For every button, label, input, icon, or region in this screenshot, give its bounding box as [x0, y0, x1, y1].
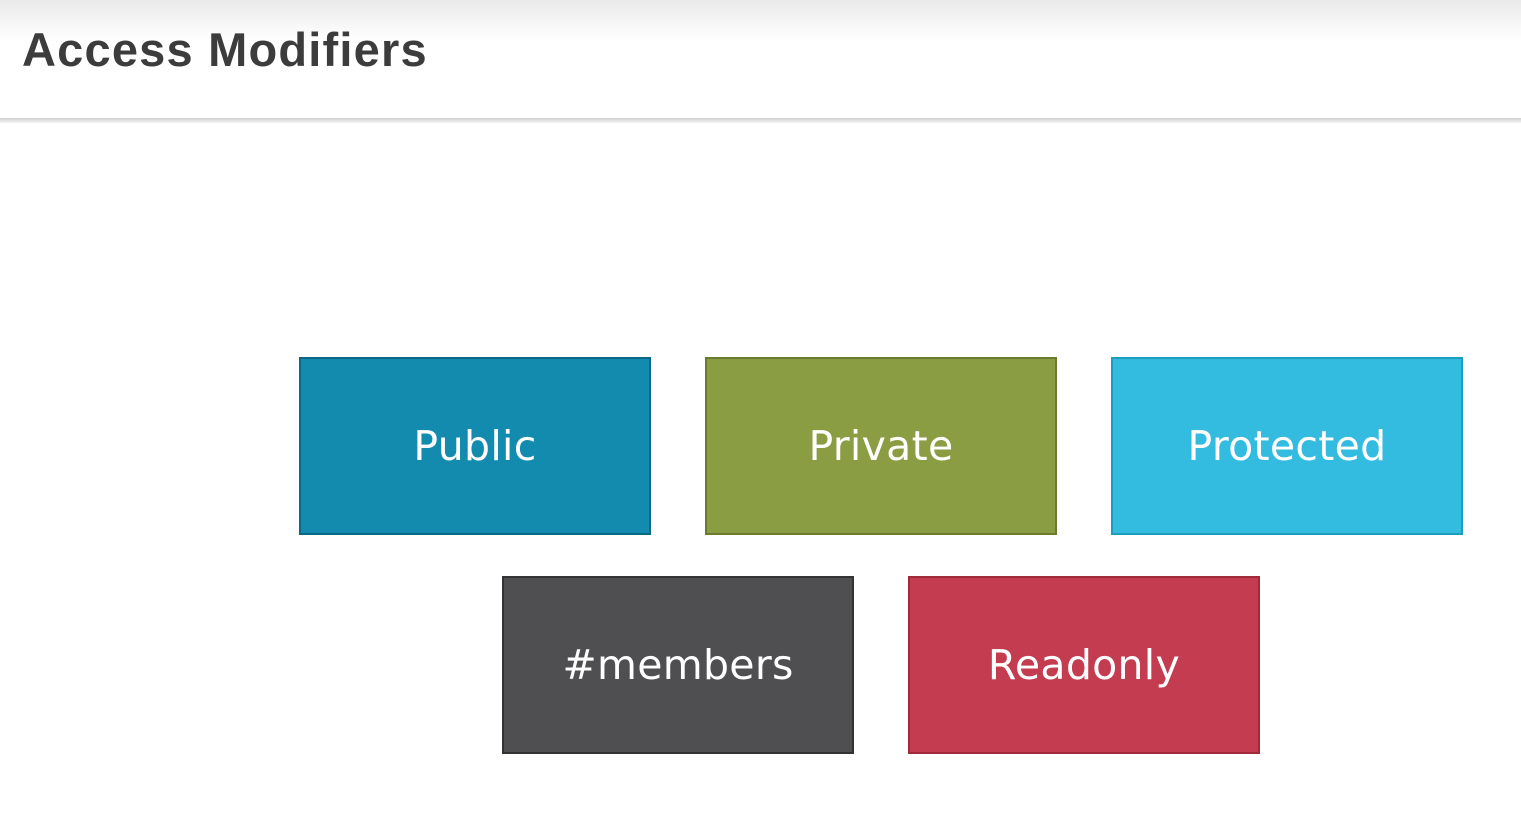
header-divider: [0, 118, 1521, 123]
tile-readonly: Readonly: [908, 576, 1260, 754]
tile-label-public: Public: [413, 422, 537, 470]
tile-private: Private: [705, 357, 1057, 535]
tile-protected: Protected: [1111, 357, 1463, 535]
tile-public: Public: [299, 357, 651, 535]
tile-private-members: #members: [502, 576, 854, 754]
tile-label-private: Private: [808, 422, 954, 470]
slide-header: Access Modifiers: [0, 0, 1521, 120]
tile-label-private-members: #members: [562, 641, 794, 689]
tile-label-protected: Protected: [1187, 422, 1387, 470]
slide-title: Access Modifiers: [22, 23, 428, 76]
tile-label-readonly: Readonly: [987, 641, 1181, 689]
